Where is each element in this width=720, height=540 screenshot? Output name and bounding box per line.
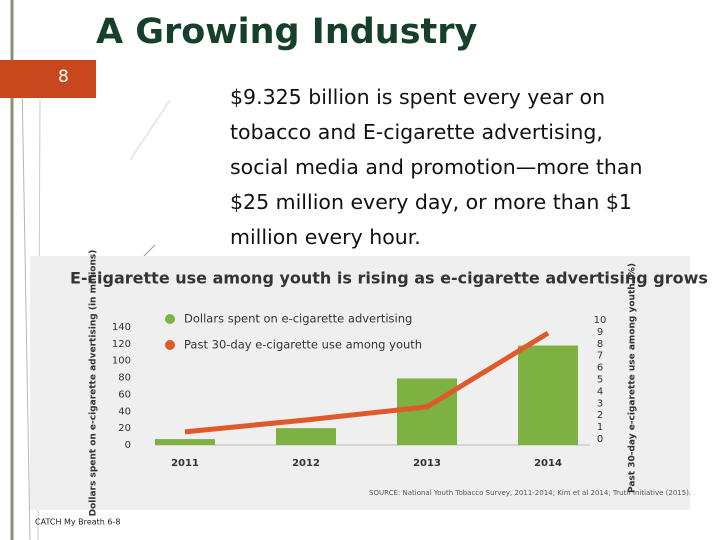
body-text: $9.325 billion is spent every year on tob…: [230, 80, 642, 255]
bar: [397, 378, 457, 445]
legend-marker: [165, 314, 175, 324]
y-tick-label: 80: [118, 373, 131, 384]
y-tick-label: 0: [125, 440, 131, 451]
y2-tick-label: 7: [597, 351, 603, 362]
y-tick-label: 100: [112, 356, 131, 367]
body-line: $25 million every day, or more than $1: [230, 190, 632, 214]
y-tick-label: 140: [112, 322, 131, 333]
body-line: social media and promotion—more than: [230, 155, 643, 179]
bar: [155, 439, 215, 445]
body-line: $9.325 billion is spent every year on: [230, 85, 606, 109]
y2-tick-label: 8: [597, 339, 603, 350]
y2-tick-label: 10: [594, 315, 607, 326]
footer: CATCH My Breath 6-8: [35, 518, 120, 527]
line: [184, 330, 550, 435]
y2-axis-title: Past 30-day e-cigarette use among youth …: [628, 263, 638, 493]
y2-tick-label: 2: [597, 410, 603, 421]
legend-label: Dollars spent on e-cigarette advertising: [184, 312, 412, 326]
y-axis-title: Dollars spent on e-cigarette advertising…: [89, 250, 99, 517]
bar: [276, 428, 336, 445]
y-tick-label: 60: [118, 389, 131, 400]
slide-number: 8: [0, 60, 96, 98]
y-tick-label: 120: [112, 339, 131, 350]
x-tick-label: 2012: [292, 458, 320, 469]
y2-tick-label: 4: [597, 386, 603, 397]
y2-tick-label: 9: [597, 327, 603, 338]
body-line: tobacco and E-cigarette advertising,: [230, 120, 603, 144]
y2-tick-label: 0: [597, 434, 603, 445]
y2-tick-label: 6: [597, 363, 603, 374]
x-tick-label: 2014: [534, 458, 562, 469]
y-tick-label: 20: [118, 423, 131, 434]
slide-title: A Growing Industry: [96, 12, 478, 52]
bar: [518, 345, 578, 445]
y2-tick-label: 1: [597, 422, 603, 433]
legend-marker: [165, 340, 175, 350]
x-tick-label: 2013: [413, 458, 441, 469]
y2-tick-label: 3: [597, 398, 603, 409]
legend-label: Past 30-day e-cigarette use among youth: [184, 338, 422, 352]
source: SOURCE: National Youth Tobacco Survey, 2…: [369, 489, 691, 497]
chart-background: [30, 256, 690, 510]
x-tick-label: 2011: [171, 458, 199, 469]
body-line: million every hour.: [230, 225, 421, 249]
chart-title: E-cigarette use among youth is rising as…: [70, 269, 708, 288]
y2-tick-label: 5: [597, 375, 603, 386]
y-tick-label: 40: [118, 406, 131, 417]
